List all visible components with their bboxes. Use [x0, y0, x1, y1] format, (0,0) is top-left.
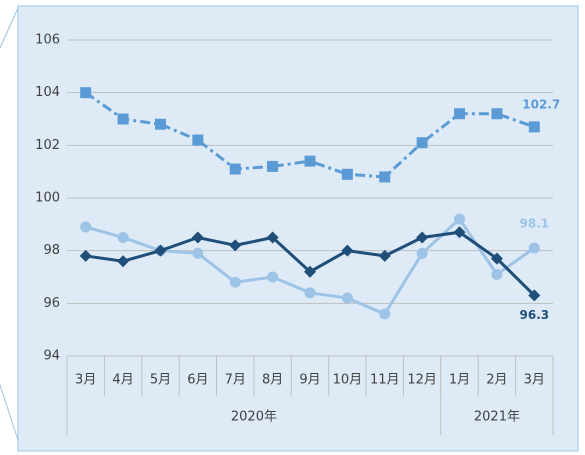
y-tick-label: 98 — [43, 243, 60, 258]
y-tick-label: 94 — [43, 349, 60, 364]
marker — [267, 271, 279, 283]
marker — [267, 160, 279, 172]
x-tick-label: 1月 — [449, 373, 470, 388]
marker — [117, 113, 129, 125]
marker — [117, 232, 129, 243]
value-label: 102.7 — [522, 97, 560, 111]
marker — [304, 287, 316, 299]
value-label: 96.3 — [520, 308, 550, 322]
marker — [304, 155, 316, 167]
marker — [490, 252, 503, 265]
x-tick-label: 2月 — [486, 373, 507, 388]
marker — [341, 244, 354, 257]
x-tick-label: 7月 — [225, 373, 246, 388]
x-tick-label: 5月 — [150, 373, 171, 388]
x-tick-label: 10月 — [333, 373, 363, 388]
marker — [154, 244, 167, 257]
x-tick-label: 11月 — [370, 373, 400, 388]
chart-panel — [17, 5, 579, 452]
marker — [491, 108, 503, 120]
marker — [379, 308, 391, 320]
x-tick-label: 4月 — [112, 373, 133, 388]
x-tick-label: 12月 — [407, 373, 437, 388]
marker — [416, 247, 428, 259]
marker — [454, 213, 466, 225]
x-tick-label: 6月 — [187, 373, 208, 388]
marker — [229, 163, 241, 175]
value-label: 98.1 — [520, 217, 550, 231]
marker — [192, 247, 204, 259]
decor-line — [0, 7, 19, 49]
marker — [416, 137, 428, 149]
marker — [191, 231, 204, 244]
marker — [528, 289, 541, 302]
marker — [117, 255, 130, 268]
marker — [229, 239, 242, 252]
x-tick-label: 8月 — [262, 373, 283, 388]
marker — [229, 276, 241, 288]
x-tick-label: 9月 — [299, 373, 320, 388]
marker — [304, 265, 316, 278]
marker — [192, 134, 204, 146]
y-tick-label: 106 — [35, 33, 60, 48]
x-tick-label: 3月 — [75, 373, 96, 388]
marker — [528, 121, 540, 133]
marker — [491, 268, 503, 280]
marker — [341, 292, 353, 304]
y-tick-label: 102 — [35, 138, 60, 153]
marker — [378, 249, 391, 262]
x-tick-label: 3月 — [524, 373, 545, 388]
marker — [266, 231, 279, 244]
plot: 94 96 98 100 102 104 106 3月 4月 5月 6月 7月 8月 9月 10月 11月 12… — [35, 33, 560, 435]
marker — [79, 249, 92, 262]
marker — [341, 168, 353, 180]
group-label: 2021年 — [474, 410, 520, 425]
marker — [154, 118, 166, 130]
y-tick-label: 96 — [43, 296, 60, 311]
group-label: 2020年 — [231, 410, 277, 425]
y-tick-label: 104 — [35, 85, 60, 100]
y-tick-label: 100 — [35, 191, 60, 206]
marker — [454, 108, 466, 120]
decor-line — [0, 384, 19, 441]
marker — [80, 221, 92, 233]
marker — [453, 226, 466, 239]
marker — [528, 242, 540, 254]
marker — [416, 231, 429, 244]
marker — [80, 87, 92, 99]
marker — [379, 171, 391, 183]
